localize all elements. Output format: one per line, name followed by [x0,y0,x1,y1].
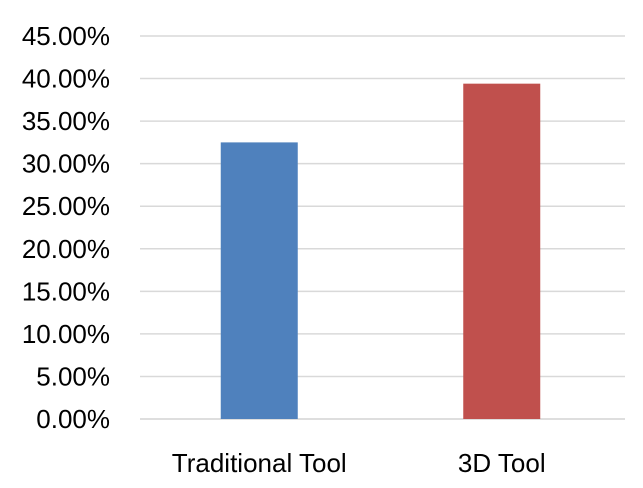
y-tick-label: 30.00% [22,149,110,179]
y-tick-label: 20.00% [22,234,110,264]
y-tick-label: 35.00% [22,106,110,136]
y-tick-label: 10.00% [22,319,110,349]
x-category-label: Traditional Tool [172,448,347,478]
x-axis-category-labels: Traditional Tool 3D Tool [172,448,546,478]
y-axis-tick-labels: 0.00% 5.00% 10.00% 15.00% 20.00% 25.00% 30.00%… [22,21,110,434]
bar-traditional-tool [220,142,298,419]
bars [220,83,541,419]
y-tick-label: 25.00% [22,191,110,221]
gridlines [140,35,625,420]
y-tick-label: 5.00% [36,361,110,391]
y-tick-label: 45.00% [22,21,110,51]
x-category-label: 3D Tool [458,448,546,478]
y-tick-label: 15.00% [22,276,110,306]
bar-3d-tool [463,83,541,419]
y-tick-label: 40.00% [22,64,110,94]
y-tick-label: 0.00% [36,404,110,434]
